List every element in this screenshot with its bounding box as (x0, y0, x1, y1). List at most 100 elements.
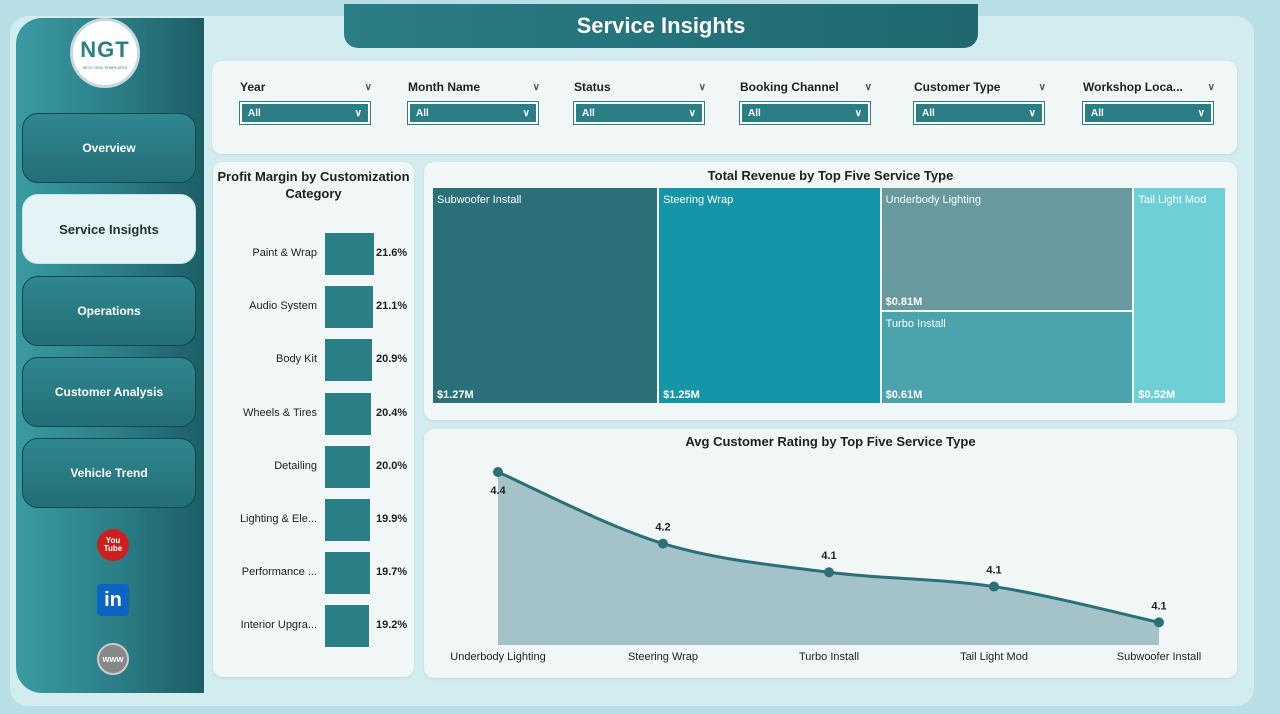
filter-label: Workshop Loca... (1083, 80, 1183, 94)
page-title: Service Insights (344, 4, 978, 48)
treemap-tile[interactable]: Tail Light Mod $0.52M (1134, 188, 1225, 403)
treemap-tile[interactable]: Turbo Install $0.61M (881, 311, 1133, 403)
data-point[interactable] (493, 467, 503, 477)
filter-label: Booking Channel (740, 80, 839, 94)
bar-category-label: Body Kit (276, 353, 317, 366)
bar[interactable] (325, 445, 371, 488)
bar-value-label: 20.0% (376, 459, 408, 472)
bar-row: Detailing 20.0% (213, 445, 414, 488)
logo-text: NGT (80, 36, 130, 62)
tile-category-label: Steering Wrap (663, 194, 734, 206)
data-point[interactable] (658, 538, 668, 549)
bar-row: Paint & Wrap 21.6% (213, 233, 414, 275)
treemap-tile[interactable]: Steering Wrap $1.25M (659, 188, 880, 403)
filter-label: Month Name (408, 80, 480, 94)
chevron-down-icon[interactable]: ∨ (864, 81, 872, 93)
nav-vehicle-trend-button[interactable]: Vehicle Trend (22, 438, 196, 508)
youtube-icon[interactable]: You Tube (97, 529, 129, 561)
tile-category-label: Turbo Install (885, 317, 946, 330)
chevron-down-icon[interactable]: ∨ (1207, 81, 1215, 93)
chevron-down-icon[interactable]: ∨ (698, 81, 706, 93)
bar-row: Lighting & Ele... 19.9% (213, 499, 414, 541)
bar-row: Wheels & Tires 20.4% (213, 392, 414, 435)
x-tick-label: Steering Wrap (628, 651, 698, 663)
chevron-down-icon[interactable]: ∨ (1038, 81, 1046, 93)
filter-booking-channel-select[interactable]: All ∨ (739, 101, 871, 125)
bar[interactable] (325, 286, 373, 329)
bar[interactable] (325, 392, 372, 435)
data-label: 4.2 (655, 522, 670, 534)
nav-overview-button[interactable]: Overview (22, 113, 196, 183)
chart-title: Avg Customer Rating by Top Five Service … (685, 434, 976, 449)
tile-category-label: Subwoofer Install (437, 194, 522, 206)
chevron-down-icon: ∨ (1028, 107, 1036, 119)
nav-customer-analysis-button[interactable]: Customer Analysis (22, 357, 196, 427)
nav-service-insights-button[interactable]: Service Insights (22, 194, 196, 264)
bar-value-label: 21.1% (376, 300, 408, 313)
x-tick-label: Underbody Lighting (450, 651, 545, 663)
logo: NGT NEXT GEN TEMPLATES (70, 18, 140, 88)
chevron-down-icon: ∨ (688, 107, 696, 119)
globe-icon[interactable]: www (97, 643, 129, 675)
chevron-down-icon: ∨ (1197, 107, 1205, 119)
x-tick-label: Turbo Install (799, 651, 859, 663)
data-label: 4.1 (986, 565, 1001, 577)
chevron-down-icon: ∨ (354, 107, 362, 119)
chevron-down-icon[interactable]: ∨ (364, 81, 372, 93)
chevron-down-icon[interactable]: ∨ (532, 81, 540, 93)
filter-month-select[interactable]: All ∨ (407, 101, 539, 125)
bar-value-label: 20.4% (376, 406, 408, 419)
profit-margin-chart: Profit Margin by Customization Category … (213, 162, 414, 677)
bar-value-label: 21.6% (376, 247, 408, 259)
bar[interactable] (325, 499, 371, 541)
bar[interactable] (325, 339, 373, 382)
x-tick-label: Subwoofer Install (1117, 651, 1201, 663)
filter-customer-type-select[interactable]: All ∨ (913, 101, 1045, 125)
rating-area-chart: Avg Customer Rating by Top Five Service … (424, 429, 1237, 678)
treemap-tile[interactable]: Underbody Lighting $0.81M (881, 188, 1133, 310)
tile-value-label: $1.27M (437, 389, 474, 401)
treemap-tile[interactable]: Subwoofer Install $1.27M (433, 188, 658, 403)
data-point[interactable] (989, 581, 999, 592)
bar-row: Audio System 21.1% (213, 286, 414, 329)
nav-operations-button[interactable]: Operations (22, 276, 196, 346)
x-tick-label: Tail Light Mod (960, 651, 1028, 663)
filter-status-select[interactable]: All ∨ (573, 101, 705, 125)
filter-workshop-location: Workshop Loca... ∨ All ∨ (1082, 79, 1215, 125)
bar-value-label: 19.7% (376, 566, 408, 579)
filter-year: Year ∨ All ∨ (239, 79, 372, 125)
bar-category-label: Wheels & Tires (243, 406, 317, 419)
filter-year-select[interactable]: All ∨ (239, 101, 371, 125)
chevron-down-icon: ∨ (854, 107, 862, 119)
bar[interactable] (325, 552, 370, 595)
data-label: 4.1 (1151, 600, 1166, 612)
filter-status: Status ∨ All ∨ (573, 79, 706, 125)
bar-row: Body Kit 20.9% (213, 339, 414, 382)
bar[interactable] (325, 233, 374, 275)
logo-subtext: NEXT GEN TEMPLATES (82, 64, 128, 70)
bar-category-label: Performance ... (241, 566, 317, 579)
data-label: 4.4 (490, 485, 506, 497)
bar-value-label: 20.9% (376, 353, 408, 366)
data-label: 4.1 (821, 550, 836, 562)
bar[interactable] (325, 605, 369, 648)
bar-category-label: Audio System (249, 300, 317, 313)
filter-label: Year (240, 80, 266, 94)
chevron-down-icon: ∨ (522, 107, 530, 119)
area-fill (498, 472, 1159, 645)
data-point[interactable] (824, 567, 834, 578)
rating-area-svg: 4.4 Underbody Lighting 4.2 Steering Wrap 4.1… (450, 467, 1201, 663)
linkedin-icon[interactable]: in (97, 584, 129, 616)
revenue-treemap: Total Revenue by Top Five Service Type S… (424, 162, 1237, 420)
filter-customer-type: Customer Type ∨ All ∨ (913, 79, 1046, 125)
bar-category-label: Lighting & Ele... (239, 513, 317, 525)
data-point[interactable] (1154, 617, 1164, 628)
bar-category-label: Detailing (274, 459, 317, 472)
tile-value-label: $0.52M (1138, 389, 1176, 401)
filter-workshop-location-select[interactable]: All ∨ (1082, 101, 1214, 125)
bar-value-label: 19.2% (376, 619, 408, 632)
chart-title: Total Revenue by Top Five Service Type (707, 168, 954, 183)
bar-row: Interior Upgra... 19.2% (213, 605, 414, 648)
bar-row: Performance ... 19.7% (213, 552, 414, 595)
tile-value-label: $1.25M (663, 389, 700, 401)
